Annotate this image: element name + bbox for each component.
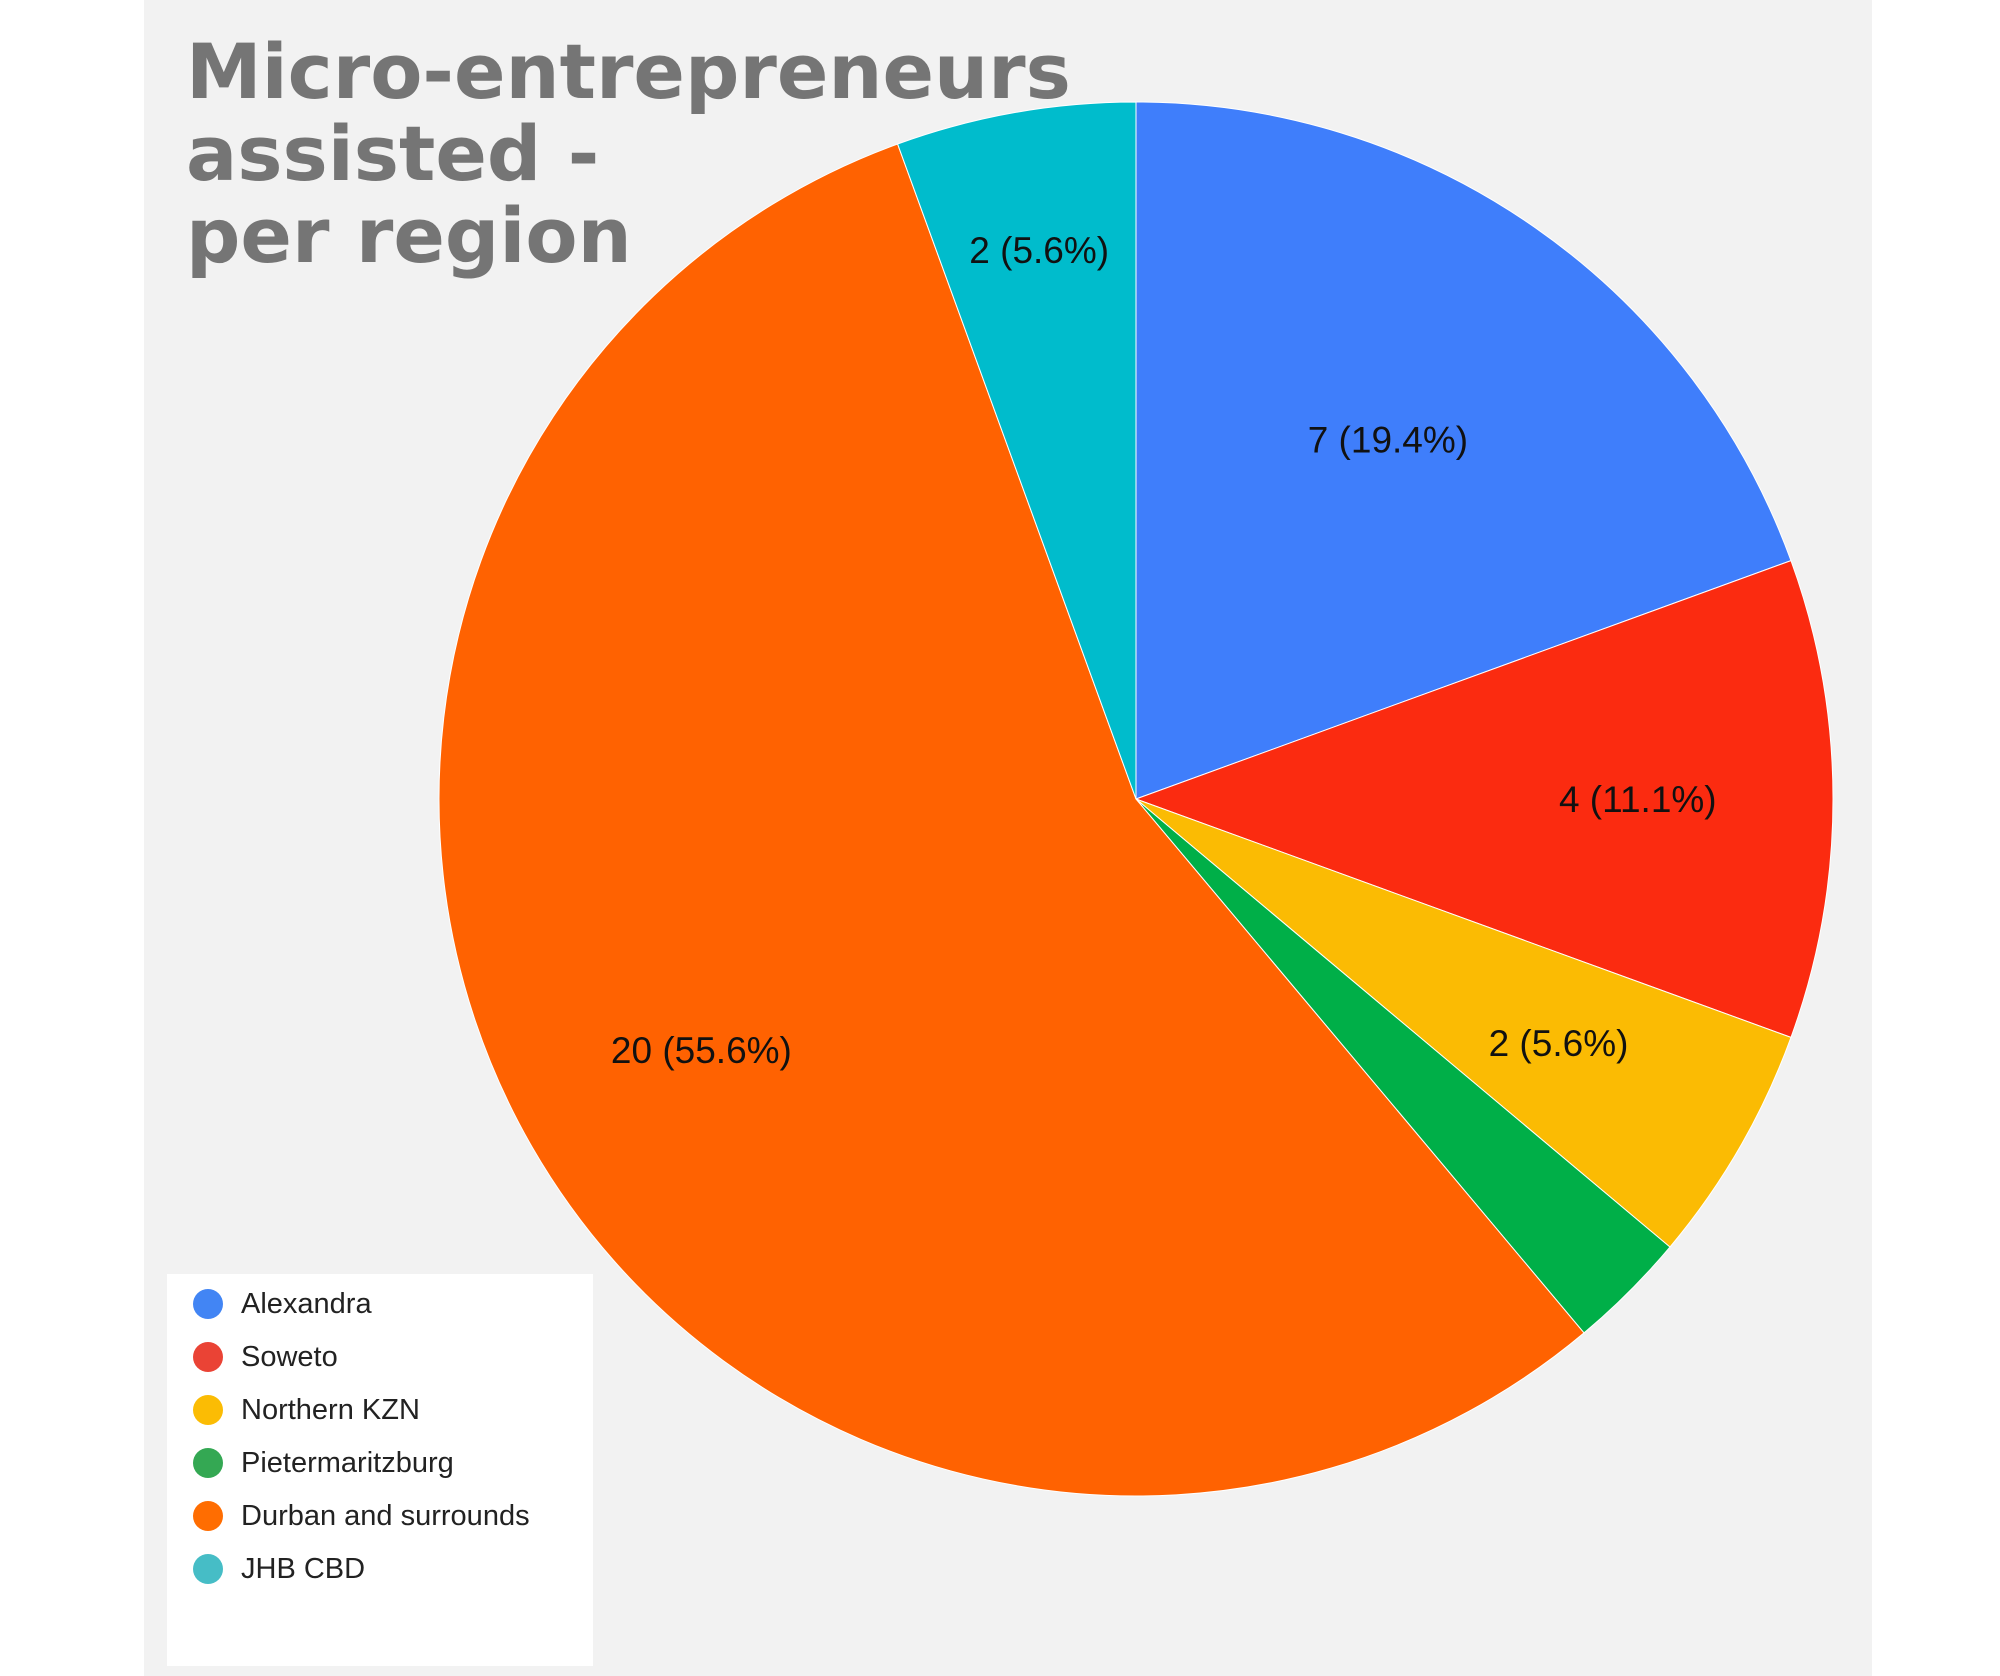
legend-dot-icon: [193, 1395, 223, 1425]
slice-label-durban-and-surrounds: 20 (55.6%): [611, 1030, 792, 1071]
legend: Alexandra Soweto Northern KZN Pietermaritzb…: [167, 1274, 593, 1666]
legend-item: Northern KZN: [193, 1390, 420, 1430]
slice-label-soweto: 4 (11.1%): [1559, 779, 1717, 820]
slice-northern-kzn: [1135, 798, 1792, 1248]
slice-label-jhb-cbd: 2 (5.6%): [969, 230, 1109, 271]
slice-labels: 7 (19.4%) 4 (11.1%) 2 (5.6%) 20 (55.6%) 2 (5…: [611, 230, 1717, 1071]
slice-soweto: [1134, 559, 1834, 1039]
legend-dot-icon: [193, 1342, 223, 1372]
legend-label: Pietermaritzburg: [241, 1446, 454, 1479]
title-line-3: per region: [186, 191, 632, 280]
legend-dot-icon: [193, 1289, 223, 1319]
title-line-2: assisted -: [186, 109, 599, 198]
slice-label-northern-kzn: 2 (5.6%): [1489, 1023, 1629, 1064]
slice-label-alexandra: 7 (19.4%): [1308, 419, 1468, 460]
chart-title: Micro-entrepreneurs assisted - per regio…: [186, 27, 1071, 280]
title-line-1: Micro-entrepreneurs: [186, 27, 1071, 116]
pie-slices: [438, 101, 1834, 1497]
legend-item: Durban and surrounds: [193, 1496, 530, 1536]
legend-dot-icon: [193, 1554, 223, 1584]
slice-jhb-cbd: [896, 101, 1137, 800]
slice-durban-and-surrounds: [438, 143, 1585, 1497]
legend-label: Northern KZN: [241, 1393, 420, 1426]
legend-item: JHB CBD: [193, 1549, 365, 1589]
slice-alexandra: [1135, 101, 1792, 800]
legend-dot-icon: [193, 1448, 223, 1478]
legend-dot-icon: [193, 1501, 223, 1531]
legend-label: JHB CBD: [241, 1552, 366, 1585]
legend-label: Durban and surrounds: [241, 1499, 530, 1532]
legend-item: Alexandra: [193, 1284, 372, 1324]
legend-label: Soweto: [241, 1340, 338, 1373]
legend-label: Alexandra: [241, 1287, 372, 1320]
legend-item: Soweto: [193, 1337, 338, 1377]
legend-item: Pietermaritzburg: [193, 1443, 454, 1483]
